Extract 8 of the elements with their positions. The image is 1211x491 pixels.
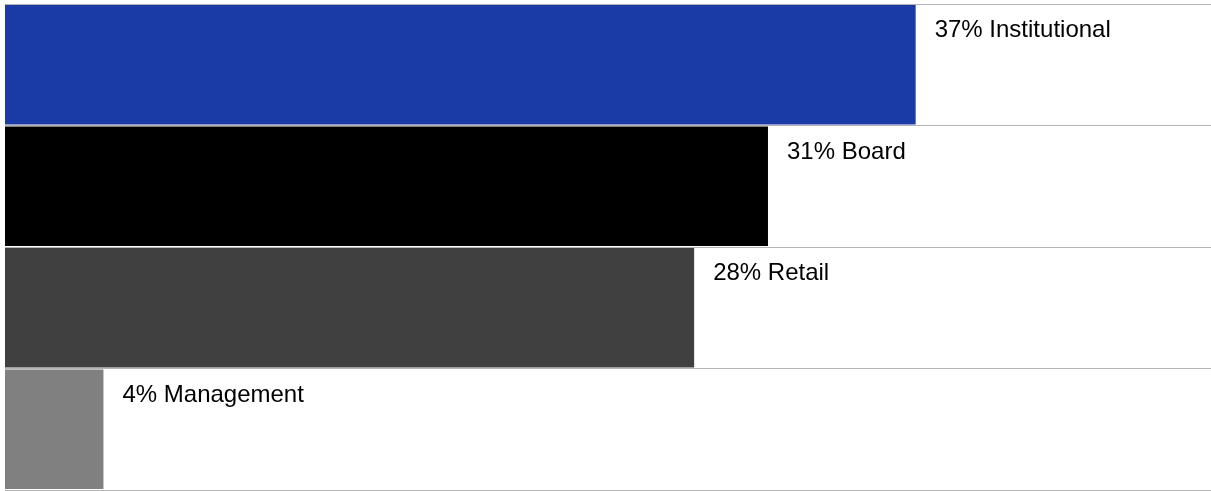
data-label: 28% Retail	[713, 258, 830, 286]
bar	[5, 126, 768, 247]
data-label: 4% Management	[122, 379, 305, 407]
data-label: 37% Institutional	[934, 15, 1111, 43]
bar	[5, 247, 695, 368]
data-label: 31% Board	[786, 136, 906, 164]
bar	[5, 4, 916, 125]
bar	[5, 369, 104, 490]
